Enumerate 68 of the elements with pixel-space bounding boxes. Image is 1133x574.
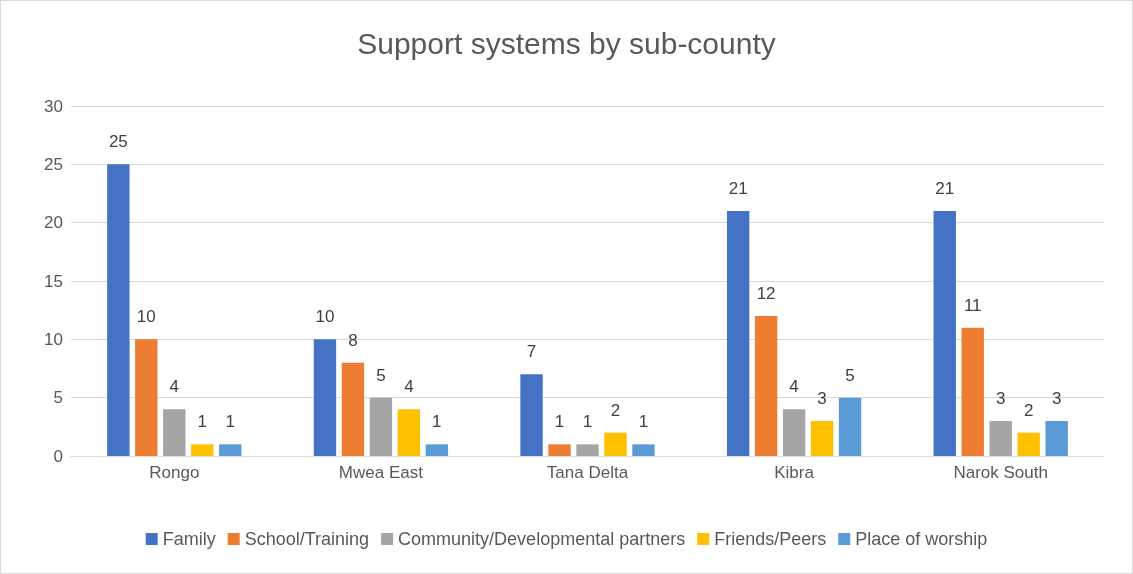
bar (369, 397, 393, 456)
bar (576, 444, 599, 456)
bar (933, 211, 956, 456)
data-label: 21 (935, 179, 955, 198)
y-tick-label: 15 (44, 271, 63, 291)
data-label: 4 (169, 377, 180, 397)
bar (961, 327, 984, 456)
bar (219, 444, 242, 456)
y-tick-label: 5 (53, 388, 63, 408)
bar (163, 409, 186, 456)
data-label: 25 (108, 132, 128, 152)
y-tick-label: 20 (44, 213, 63, 233)
data-label: 10 (136, 307, 156, 327)
x-tick-label: Tana Delta (546, 463, 629, 482)
bar (397, 409, 421, 456)
data-label: 5 (845, 365, 855, 385)
data-label: 10 (315, 307, 335, 327)
data-label: 3 (817, 389, 827, 408)
y-tick-label: 25 (44, 154, 63, 174)
bar (838, 397, 862, 456)
y-tick-label: 10 (44, 329, 63, 349)
legend-label: School/Training (244, 529, 370, 549)
bar (989, 421, 1012, 456)
data-label: 11 (963, 295, 982, 315)
data-label: 1 (432, 412, 442, 432)
data-label: 1 (197, 412, 208, 432)
x-tick-label: Narok South (953, 463, 1048, 482)
y-tick-label: 30 (44, 96, 63, 116)
bar (810, 421, 834, 456)
chart-title: Support systems by sub-county (357, 26, 776, 60)
bar (726, 211, 750, 456)
bar (191, 444, 214, 456)
y-tick-label: 0 (53, 446, 63, 466)
bar (313, 339, 337, 456)
x-tick-label: Mwea East (338, 463, 424, 482)
bar (520, 374, 543, 456)
bar (548, 444, 571, 456)
legend-label: Community/Developmental partners (398, 529, 686, 549)
bar (135, 339, 158, 456)
data-label: 21 (728, 179, 748, 198)
bar (425, 444, 449, 456)
data-label: 4 (404, 377, 414, 397)
data-label: 3 (995, 389, 1006, 408)
data-label: 1 (638, 412, 649, 432)
data-label: 12 (756, 284, 776, 303)
x-tick-label: Rongo (149, 463, 200, 482)
data-label: 1 (225, 412, 235, 432)
x-tick-label: Kibra (774, 463, 815, 482)
legend-label: Place of worship (855, 529, 988, 549)
bar (782, 409, 806, 456)
data-label: 1 (582, 412, 593, 432)
data-label: 5 (376, 365, 386, 385)
data-label: 8 (348, 330, 358, 350)
data-label: 7 (526, 342, 537, 362)
data-label: 4 (789, 377, 799, 397)
bar (604, 432, 627, 456)
data-label: 2 (1023, 400, 1034, 420)
data-label: 1 (554, 412, 565, 432)
bar (1017, 432, 1040, 456)
legend-label: Family (162, 529, 216, 549)
bar (754, 316, 778, 456)
data-label: 3 (1051, 389, 1062, 408)
data-label: 2 (610, 400, 621, 420)
legend-label: Friends/Peers (714, 529, 827, 549)
bar (341, 362, 365, 456)
bar (1045, 421, 1068, 456)
bar (107, 164, 130, 456)
bar (632, 444, 655, 456)
